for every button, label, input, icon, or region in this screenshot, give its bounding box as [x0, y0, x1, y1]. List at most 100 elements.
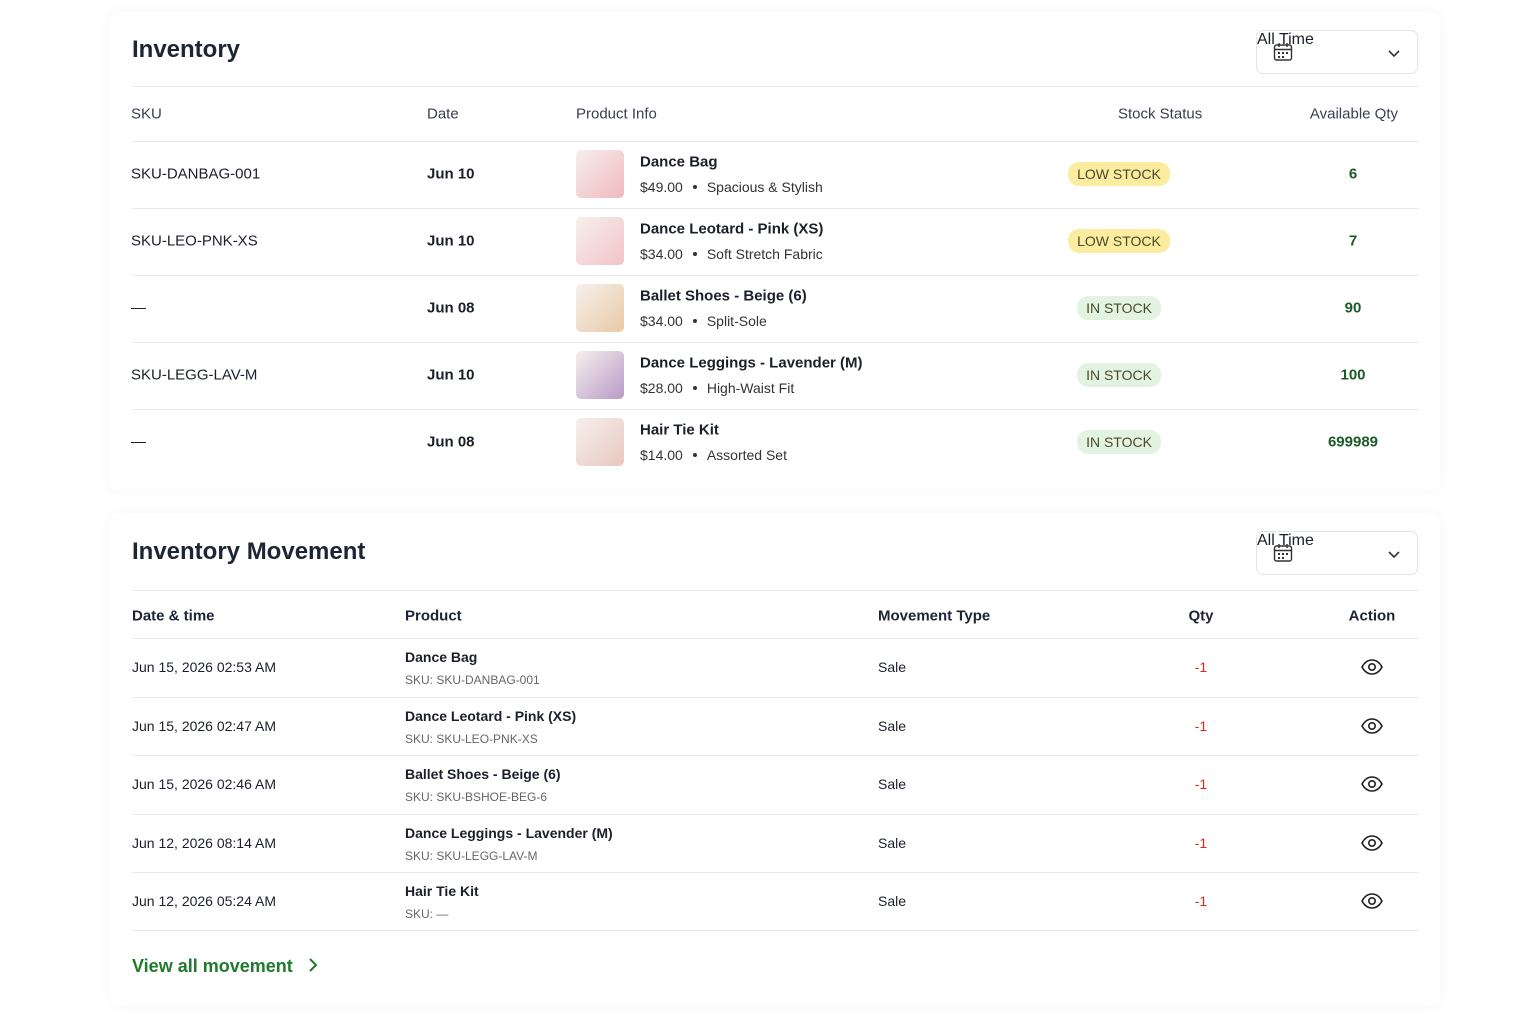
stock-status: IN STOCK — [1077, 363, 1161, 387]
column-header: Date — [427, 105, 459, 123]
row-divider — [132, 275, 1419, 276]
price: $49.00 — [640, 179, 683, 195]
separator-dot — [692, 185, 697, 189]
product-name: Ballet Shoes - Beige (6) — [405, 766, 561, 782]
column-header: Product Info — [576, 105, 657, 123]
calendar-icon — [1273, 544, 1293, 562]
price: $14.00 — [640, 447, 683, 463]
row-divider — [132, 638, 1419, 639]
product-name: Hair Tie Kit — [640, 421, 719, 439]
chevron-right — [293, 956, 319, 976]
date-filter[interactable]: All Time — [1256, 30, 1418, 74]
product-sku: SKU: SKU-DANBAG-001 — [405, 673, 540, 687]
product-name: Dance Leggings - Lavender (M) — [405, 824, 613, 841]
description: Split-Sole — [706, 313, 767, 329]
view-all-link[interactable]: View all movement — [132, 956, 319, 977]
product-meta: $34.00 Soft Stretch Fabric — [640, 246, 823, 262]
price: $34.00 — [640, 313, 683, 329]
description: Spacious & Stylish — [706, 179, 823, 195]
sku: SKU-DANBAG-001 — [131, 165, 261, 183]
description: Assorted Set — [706, 447, 787, 463]
available-qty: 7 — [1348, 232, 1358, 250]
product-thumbnail — [576, 418, 624, 466]
date-time: Jun 15, 2026 02:47 AM — [132, 717, 276, 734]
divider — [132, 86, 1419, 87]
movement-type: Sale — [878, 659, 907, 675]
sku: — — [131, 433, 146, 451]
product-thumbnail — [576, 150, 624, 198]
price: $34.00 — [640, 246, 683, 262]
separator-dot — [692, 252, 697, 256]
column-header: Date & time — [132, 607, 215, 625]
view-button[interactable] — [1361, 776, 1383, 792]
link-label: View all movement — [132, 956, 293, 976]
available-qty: 100 — [1340, 366, 1366, 384]
calendar-icon — [1273, 43, 1293, 61]
row-divider — [132, 872, 1419, 873]
column-header: Available Qty — [1309, 105, 1398, 123]
filter-label: All Time — [1257, 532, 1314, 549]
separator-dot — [692, 319, 697, 323]
view-button[interactable] — [1361, 659, 1383, 675]
row-divider — [132, 208, 1419, 209]
movement-type: Sale — [878, 776, 907, 792]
movement-card: Inventory Movement All Time Date & time Pro… — [110, 513, 1440, 1005]
date-time: Jun 15, 2026 02:46 AM — [132, 776, 276, 792]
movement-qty: -1 — [1194, 776, 1208, 792]
product-name: Dance Leotard - Pink (XS) — [640, 220, 824, 238]
stock-status: IN STOCK — [1077, 296, 1161, 320]
section-title: Inventory Movement — [132, 538, 366, 565]
product-thumbnail — [576, 351, 624, 399]
date-time: Jun 12, 2026 05:24 AM — [132, 893, 276, 909]
column-header: Product — [405, 607, 462, 625]
row-divider — [132, 696, 1419, 698]
date: Jun 10 — [427, 165, 475, 183]
sku: SKU-LEO-PNK-XS — [131, 232, 258, 250]
column-header: Stock Status — [1118, 105, 1203, 123]
movement-type: Sale — [878, 834, 907, 851]
product-meta: $49.00 Spacious & Stylish — [640, 179, 823, 195]
product-meta: $28.00 High-Waist Fit — [640, 380, 794, 396]
product-name: Dance Bag — [640, 153, 718, 171]
view-button[interactable] — [1361, 834, 1383, 851]
view-button[interactable] — [1361, 893, 1383, 909]
row-divider — [132, 930, 1419, 931]
stock-status: IN STOCK — [1077, 430, 1161, 454]
date: Jun 08 — [427, 299, 475, 317]
stock-status: LOW STOCK — [1068, 162, 1170, 186]
product-name: Hair Tie Kit — [405, 883, 479, 899]
product-sku: SKU: — — [405, 907, 449, 921]
product-thumbnail — [576, 217, 624, 265]
date: Jun 08 — [427, 433, 475, 451]
section-title: Inventory — [132, 36, 241, 63]
movement-type: Sale — [878, 717, 907, 734]
inventory-card: Inventory All Time SKU Date Product Info Stoc… — [110, 12, 1440, 490]
chevron-down — [1388, 50, 1400, 58]
date: Jun 10 — [427, 366, 475, 384]
product-name: Dance Leotard - Pink (XS) — [405, 707, 577, 724]
view-button[interactable] — [1361, 717, 1383, 734]
row-divider — [132, 755, 1419, 756]
column-header: Qty — [1188, 607, 1214, 625]
product-name: Ballet Shoes - Beige (6) — [640, 287, 807, 305]
product-sku: SKU: SKU-BSHOE-BEG-6 — [405, 790, 548, 804]
available-qty: 90 — [1344, 299, 1362, 317]
separator-dot — [692, 453, 697, 457]
row-divider — [132, 342, 1419, 343]
sku: SKU-LEGG-LAV-M — [131, 366, 258, 384]
description: High-Waist Fit — [706, 380, 795, 396]
product-sku: SKU: SKU-LEGG-LAV-M — [405, 848, 538, 863]
divider — [132, 590, 1419, 591]
description: Soft Stretch Fabric — [706, 246, 823, 262]
column-header: Movement Type — [878, 607, 991, 625]
available-qty: 6 — [1348, 165, 1358, 183]
date-time: Jun 15, 2026 02:53 AM — [132, 659, 276, 675]
date-time: Jun 12, 2026 08:14 AM — [132, 834, 276, 851]
movement-qty: -1 — [1194, 893, 1208, 909]
product-name: Dance Leggings - Lavender (M) — [640, 354, 863, 372]
product-meta: $14.00 Assorted Set — [640, 447, 787, 463]
separator-dot — [692, 386, 697, 390]
date-filter[interactable]: All Time — [1256, 531, 1418, 575]
